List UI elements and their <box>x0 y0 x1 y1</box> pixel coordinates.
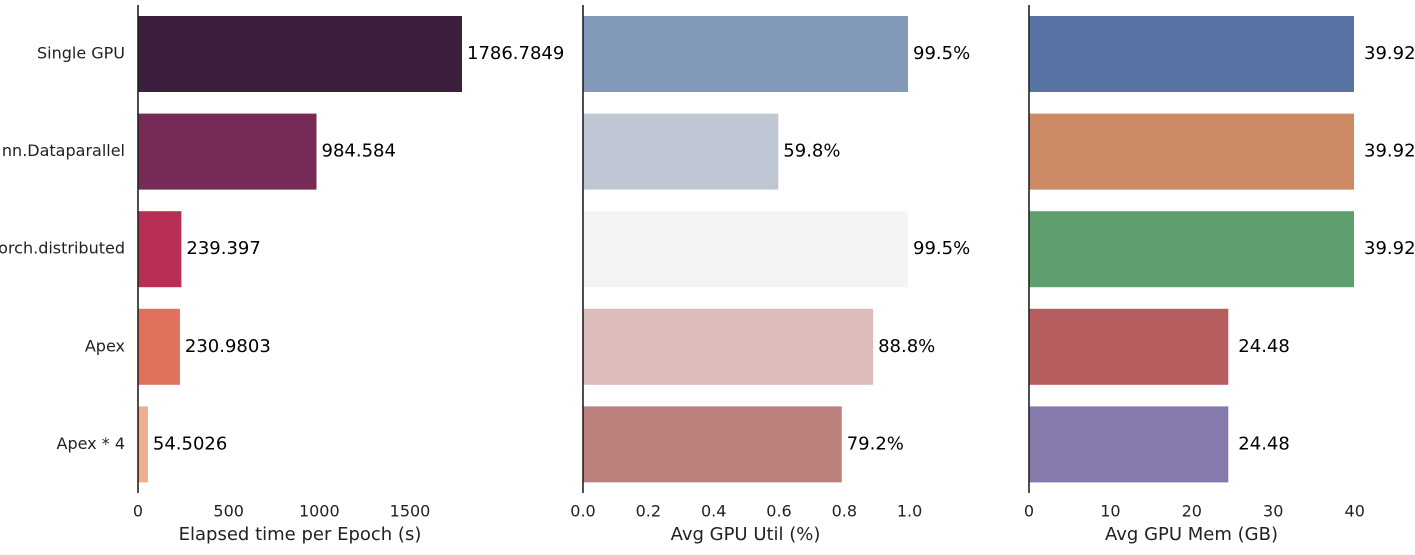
x-axis-label-2: Avg GPU Util (%) <box>671 524 821 545</box>
value-label-2-1: 99.5% <box>913 43 970 64</box>
x-tick-label-1-1: 0 <box>133 502 143 521</box>
bar-3-1 <box>1029 16 1354 92</box>
bar-2-5 <box>583 406 842 483</box>
x-tick-label-2-2: 0.2 <box>636 502 661 521</box>
value-label-2-5: 79.2% <box>847 433 904 454</box>
x-tick-label-2-5: 0.8 <box>832 502 857 521</box>
category-label-1: Single GPU <box>37 44 125 63</box>
bar-1-3 <box>138 211 182 288</box>
value-label-3-1: 39.92 <box>1364 43 1415 64</box>
bar-1-2 <box>138 113 317 190</box>
x-tick-label-1-4: 1500 <box>390 502 431 521</box>
bar-2-4 <box>583 308 874 385</box>
x-tick-label-2-1: 0.0 <box>570 502 595 521</box>
x-axis-label-3: Avg GPU Mem (GB) <box>1105 524 1278 545</box>
value-label-2-2: 59.8% <box>783 141 840 162</box>
x-tick-label-2-6: 1.0 <box>897 502 922 521</box>
category-label-5: Apex * 4 <box>57 434 125 453</box>
x-tick-label-3-2: 10 <box>1100 502 1120 521</box>
value-label-1-4: 230.9803 <box>185 336 271 357</box>
x-tick-label-3-5: 40 <box>1345 502 1365 521</box>
bar-3-2 <box>1029 113 1354 190</box>
x-tick-label-3-1: 0 <box>1024 502 1034 521</box>
category-label-4: Apex <box>85 336 125 355</box>
value-label-3-3: 39.92 <box>1364 238 1415 259</box>
bar-3-5 <box>1029 406 1229 483</box>
bar-2-3 <box>583 211 908 288</box>
x-tick-label-2-3: 0.4 <box>701 502 726 521</box>
category-label-2: nn.Dataparallel <box>2 141 125 160</box>
value-label-1-1: 1786.7849 <box>467 43 564 64</box>
x-tick-label-1-3: 1000 <box>299 502 340 521</box>
value-label-1-5: 54.5026 <box>153 433 227 454</box>
value-label-3-2: 39.92 <box>1364 141 1415 162</box>
value-label-2-4: 88.8% <box>878 336 935 357</box>
value-label-1-3: 239.397 <box>186 238 260 259</box>
x-tick-label-3-4: 30 <box>1263 502 1283 521</box>
bar-1-5 <box>138 406 148 483</box>
x-tick-label-2-4: 0.6 <box>766 502 791 521</box>
value-label-3-4: 24.48 <box>1238 336 1290 357</box>
x-tick-label-3-3: 20 <box>1182 502 1202 521</box>
value-label-1-2: 984.584 <box>322 141 396 162</box>
bar-3-3 <box>1029 211 1354 288</box>
x-axis-label-1: Elapsed time per Epoch (s) <box>179 524 422 545</box>
x-tick-label-1-2: 500 <box>213 502 244 521</box>
value-label-2-3: 99.5% <box>913 238 970 259</box>
value-label-3-5: 24.48 <box>1238 433 1290 454</box>
bar-1-1 <box>138 16 462 92</box>
bar-1-4 <box>138 308 180 385</box>
bar-2-1 <box>583 16 908 92</box>
category-label-3: torch.distributed <box>0 239 125 258</box>
bar-2-2 <box>583 113 779 190</box>
bar-3-4 <box>1029 308 1229 385</box>
